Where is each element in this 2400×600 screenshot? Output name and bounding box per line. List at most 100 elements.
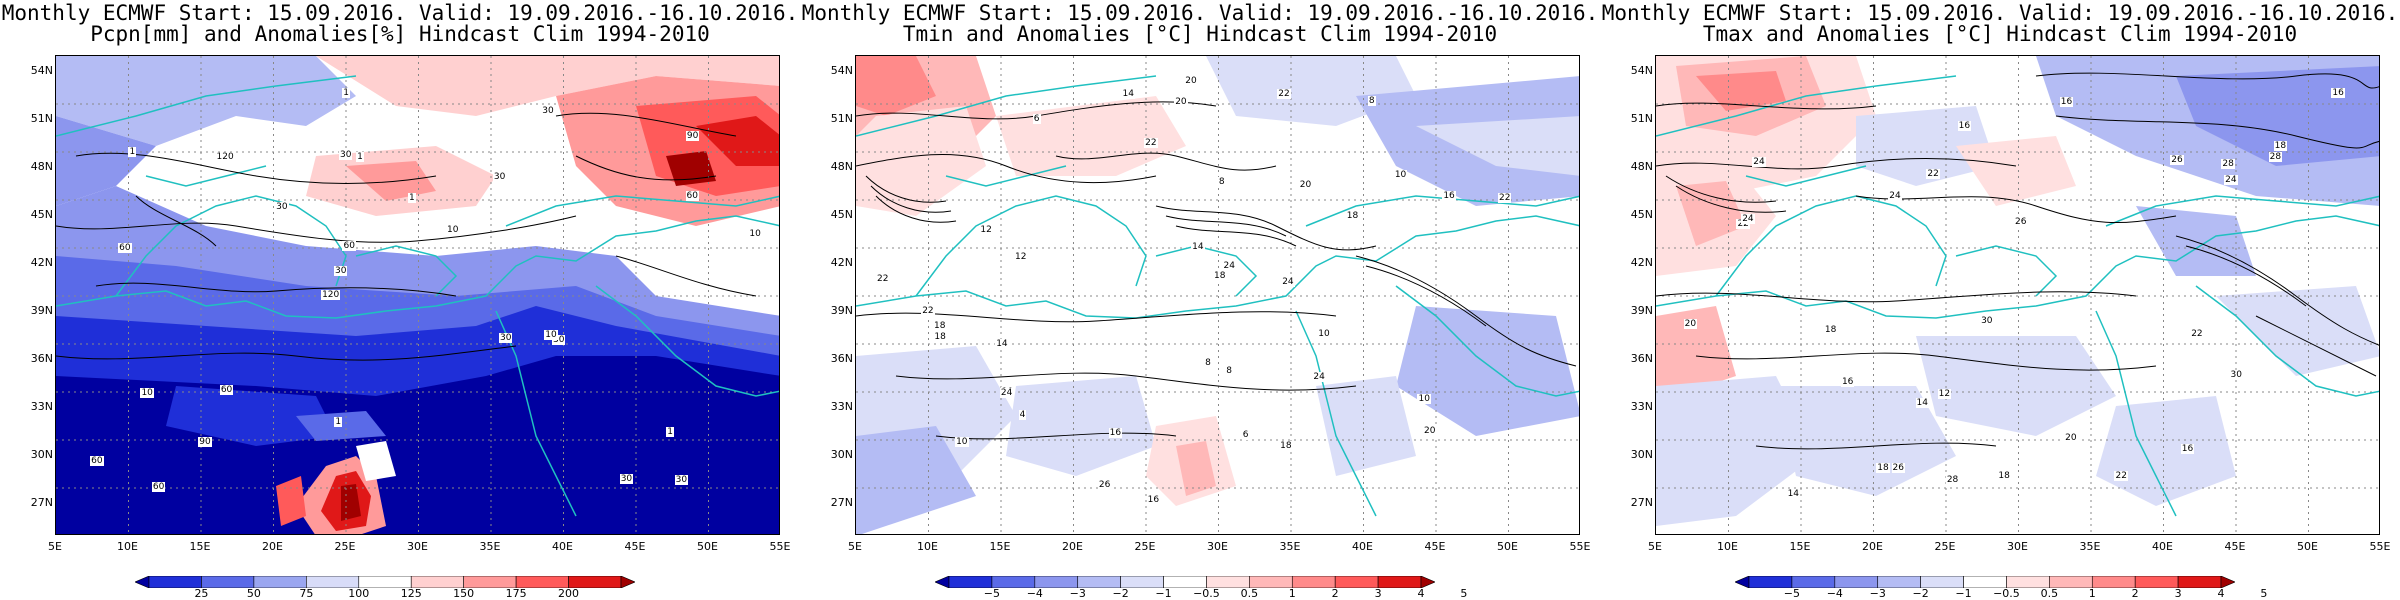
colorbar-tick-label: −0.5 (1993, 587, 2020, 600)
contour-label: 16 (1957, 120, 1972, 131)
colorbar-tick-label: −2 (1912, 587, 1929, 600)
contour-label: 10 (1417, 393, 1431, 404)
contour-label: 22 (1277, 88, 1291, 99)
precip-map (55, 55, 780, 535)
contour-label: 60 (118, 243, 132, 254)
colorbar-swatch (2177, 576, 2222, 588)
colorbar-tick-label: −1 (1955, 587, 1972, 600)
lon-label: 40E (2152, 540, 2173, 553)
contour-label: 22 (876, 274, 890, 285)
lon-label: 50E (1497, 540, 1518, 553)
contour-label: 8 (1367, 96, 1376, 107)
contour-label: 12 (979, 225, 993, 236)
colorbar-tick-label: 4 (2217, 587, 2225, 600)
precip-title-line2: Pcpn[mm] and Anomalies[%] Hindcast Clim … (90, 22, 710, 46)
contour-label: 8 (1225, 366, 1233, 377)
lat-label: 30N (1630, 448, 1653, 461)
colorbar-tick-label: 0.5 (1240, 587, 1259, 600)
lat-label: 54N (830, 64, 853, 77)
colorbar-tick-label: 5 (1460, 587, 1468, 600)
tmin-title-line2: Tmin and Anomalies [°C] Hindcast Clim 19… (902, 22, 1498, 46)
contour-label: 14 (1915, 398, 1929, 409)
colorbar-tick-label: 125 (400, 587, 422, 600)
contour-label: 120 (321, 290, 341, 301)
colorbar-tick-label: −2 (1112, 587, 1129, 600)
contour-label: 16 (1840, 377, 1855, 388)
contour-label: 1 (356, 151, 364, 162)
contour-label: 30 (492, 171, 507, 182)
contour-label: 28 (2221, 159, 2235, 170)
contour-label: 60 (90, 455, 104, 466)
contour-label: 1 (334, 416, 343, 427)
lat-label: 30N (30, 448, 53, 461)
lat-label: 36N (830, 352, 853, 365)
colorbar-tick-label: 3 (1374, 587, 1382, 600)
contour-label: 8 (1204, 357, 1212, 368)
lat-label: 42N (830, 256, 853, 269)
lon-label: 10E (1717, 540, 1738, 553)
contour-label: 12 (1014, 252, 1028, 263)
contour-label: 22 (1144, 138, 1158, 149)
contour-label: 18 (1345, 210, 1360, 221)
contour-label: 18 (933, 331, 947, 342)
contour-label: 24 (999, 388, 1014, 399)
colorbar-swatch (2091, 576, 2136, 588)
colorbar-tick-label: 50 (246, 587, 261, 600)
colorbar-max-arrow (2220, 576, 2235, 588)
contour-label: 60 (219, 385, 234, 396)
colorbar-swatch (1334, 576, 1379, 588)
contour-label: 28 (2268, 151, 2283, 162)
contour-label: 18 (933, 321, 947, 332)
lon-label: 10E (917, 540, 938, 553)
colorbar-max-arrow (1420, 576, 1435, 588)
contour-label: 60 (342, 241, 356, 252)
colorbar-tick-label: 200 (558, 587, 580, 600)
tmin-colorbar (935, 576, 1435, 588)
lon-label: 55E (769, 540, 791, 553)
colorbar-swatch (2134, 576, 2179, 588)
contour-label: 1 (128, 146, 137, 157)
lat-label: 54N (1630, 64, 1653, 77)
contour-label: 90 (685, 131, 700, 142)
contour-label: 10 (955, 436, 969, 447)
contour-label: 30 (619, 474, 634, 485)
colorbar-tick-label: −4 (1026, 587, 1043, 600)
contour-label: 30 (541, 106, 555, 116)
lat-label: 36N (1630, 352, 1653, 365)
tmax-colorbar (1735, 576, 2235, 588)
tmax-map (1655, 55, 2380, 535)
lat-label: 36N (30, 352, 53, 365)
contour-label: 10 (1393, 169, 1408, 180)
tmin-map (855, 55, 1580, 535)
tmin-panel: Monthly ECMWF Start: 15.09.2016. Valid: … (800, 0, 1600, 600)
contour-label: 20 (1184, 75, 1198, 86)
contour-label: 60 (151, 481, 166, 492)
lon-label: 25E (334, 540, 356, 553)
contour-label: 14 (995, 338, 1009, 349)
contour-label: 18 (1823, 324, 1838, 335)
lon-label: 25E (1134, 540, 1156, 553)
contour-label: 8 (1217, 176, 1226, 187)
colorbar-tick-label: 75 (299, 587, 314, 600)
contour-label: 14 (1191, 241, 1205, 252)
contour-label: 24 (1752, 157, 1766, 168)
lon-label: 45E (1424, 540, 1446, 553)
lat-label: 42N (1630, 256, 1653, 269)
colorbar-max-arrow (620, 576, 635, 588)
contour-label: 18 (1997, 471, 2011, 482)
contour-label: 26 (2170, 154, 2184, 165)
colorbar-tick-label: −1 (1155, 587, 1172, 600)
colorbar-tick-label: −3 (1869, 587, 1886, 600)
contour-label: 28 (1945, 475, 1960, 486)
lon-label: 10E (117, 540, 138, 553)
contour-label: 30 (339, 150, 353, 161)
lon-label: 55E (2369, 540, 2391, 553)
lat-label: 48N (1630, 160, 1653, 173)
contour-label: 24 (2224, 175, 2238, 186)
colorbar-tick-label: 175 (505, 587, 527, 600)
contour-label: 20 (1423, 426, 1437, 437)
tmax-panel: Monthly ECMWF Start: 15.09.2016. Valid: … (1600, 0, 2400, 600)
contour-label: 1 (342, 87, 350, 98)
colorbar-tick-label: −4 (1826, 587, 1843, 600)
lon-label: 30E (1207, 540, 1228, 553)
